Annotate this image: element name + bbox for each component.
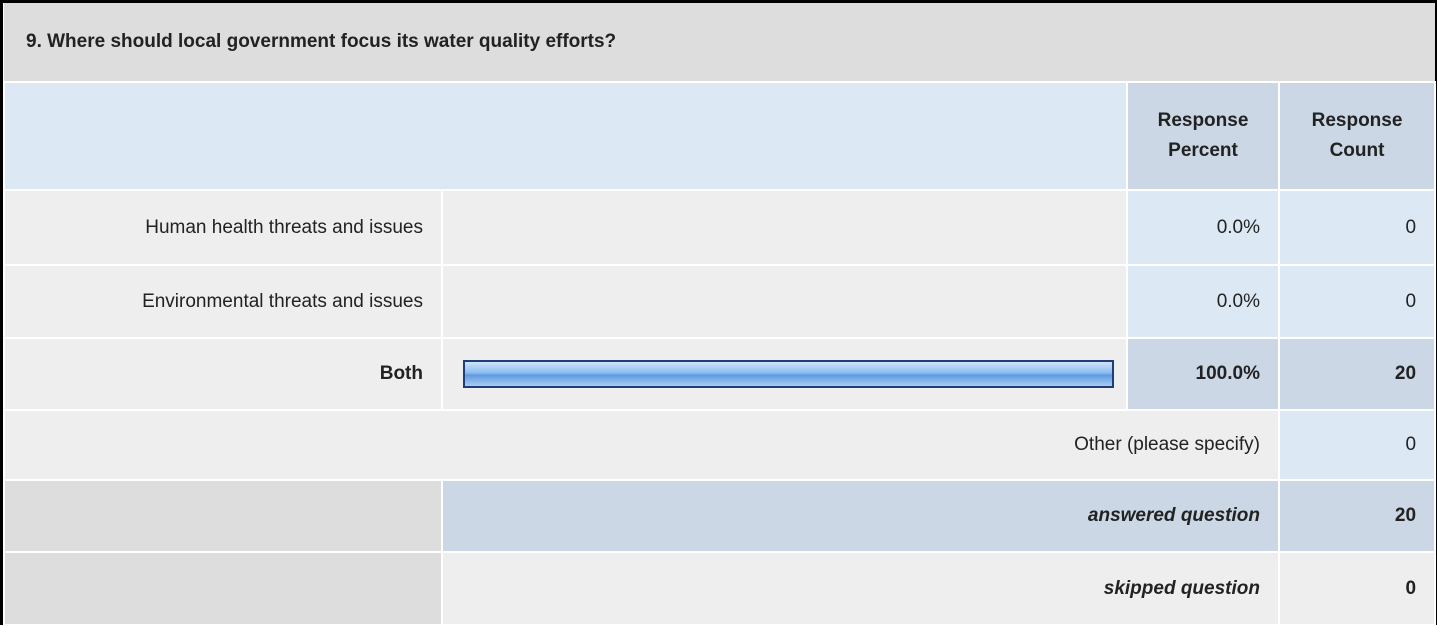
answer-label: Human health threats and issues [3,189,443,266]
bar-cell [441,189,1128,266]
response-percent: 0.0% [1126,189,1280,266]
answer-label: Environmental threats and issues [3,264,443,339]
response-percent: 100.0% [1126,337,1280,411]
header-blank [3,81,1128,191]
blank-cell [3,551,443,626]
answered-count: 20 [1277,479,1437,553]
header-percent: Response Percent [1126,81,1280,191]
header-count: Response Count [1277,81,1437,191]
other-label: Other (please specify) [3,409,1280,481]
bar-track [463,214,1114,242]
bar-track [463,288,1114,316]
response-count: 0 [1277,264,1437,339]
bar-cell [441,264,1128,339]
skipped-count: 0 [1277,551,1437,626]
response-count: 20 [1277,337,1437,411]
results-table: 9. Where should local government focus i… [3,3,1437,626]
answered-label: answered question [441,479,1280,553]
response-percent: 0.0% [1126,264,1280,339]
response-count: 0 [1277,189,1437,266]
skipped-label: skipped question [441,551,1280,626]
bar-cell [441,337,1128,411]
blank-cell [3,479,443,553]
answer-row: Human health threats and issues 0.0% 0 [3,189,1437,266]
bar-track [463,360,1114,388]
answer-label: Both [3,337,443,411]
answer-row: Environmental threats and issues 0.0% 0 [3,264,1437,339]
percent-bar [463,360,1114,388]
question-title: 9. Where should local government focus i… [4,3,1436,83]
answer-row: Both 100.0% 20 [3,337,1437,411]
other-count: 0 [1277,409,1437,481]
